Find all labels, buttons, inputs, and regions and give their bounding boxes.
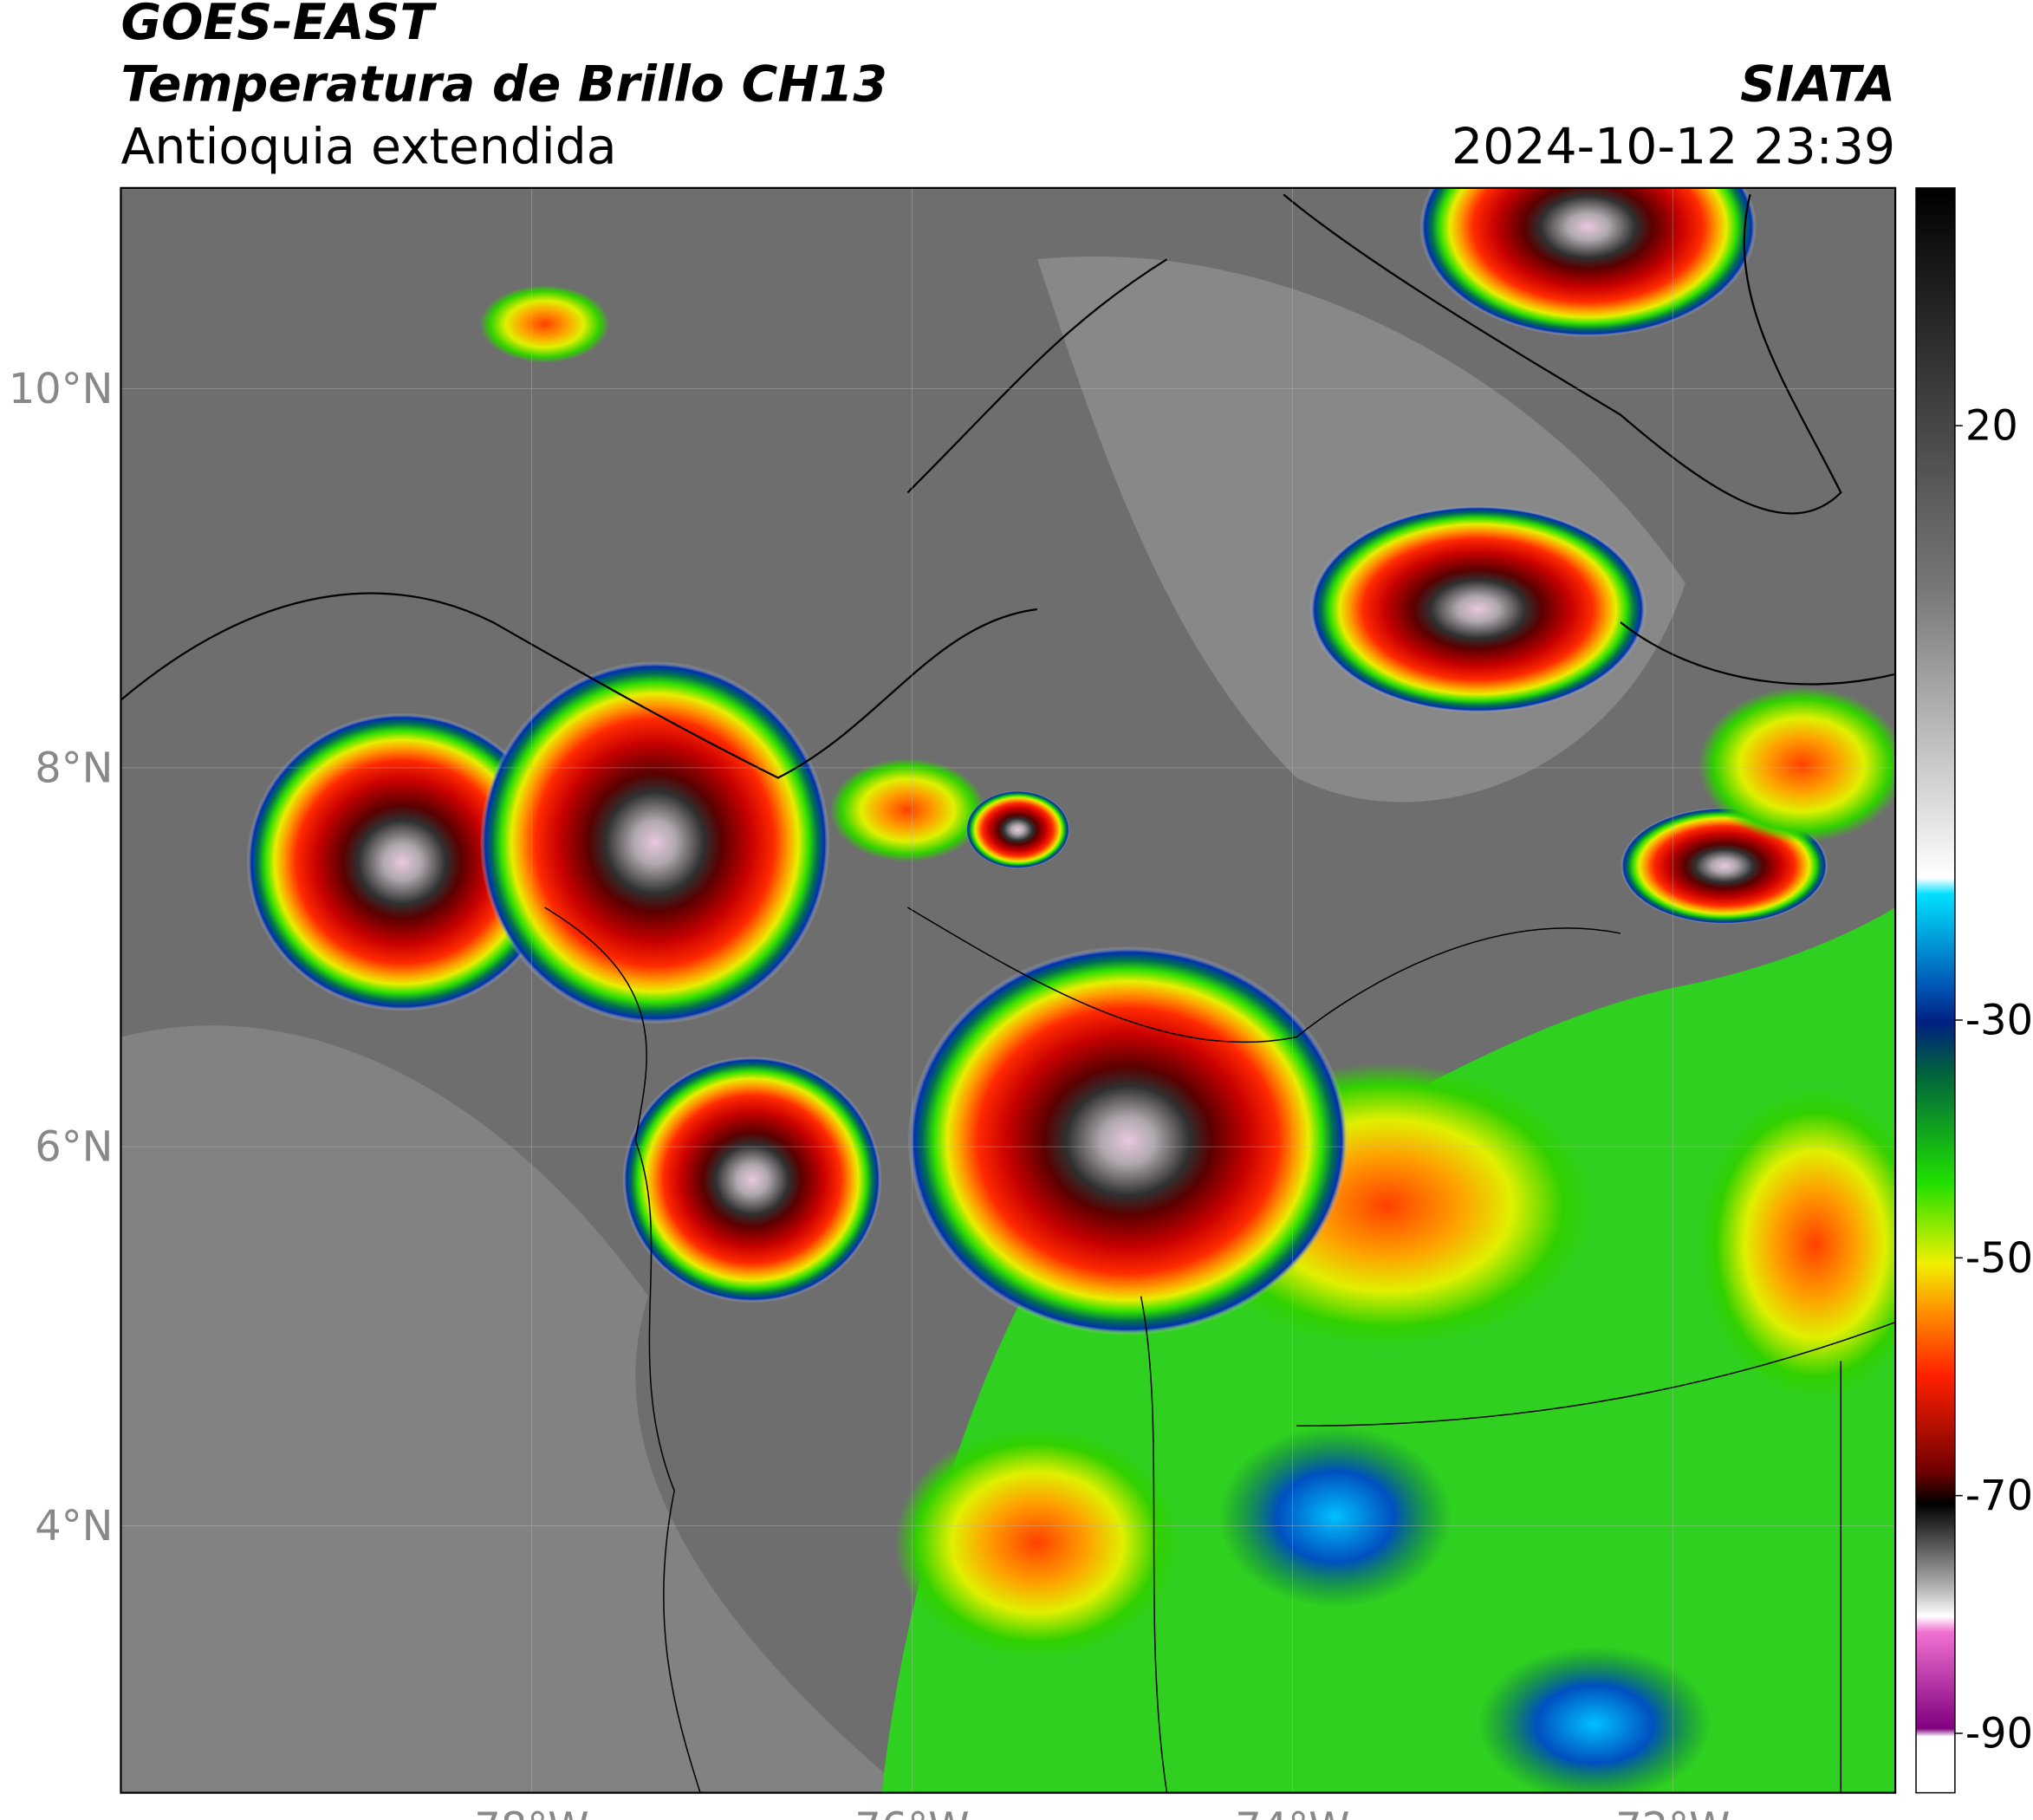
coastline <box>120 193 1896 779</box>
cloud <box>120 1025 908 1793</box>
colorbar-tick-label: -90 <box>1965 1710 2033 1758</box>
storm <box>246 712 558 1011</box>
colorbar-tick-label: -30 <box>1965 997 2033 1044</box>
storm <box>622 1056 882 1303</box>
colorbar <box>1915 187 1956 1794</box>
datetime: 2024-10-12 23:39 <box>1452 118 1895 175</box>
storm <box>829 758 986 862</box>
storm <box>479 660 830 1024</box>
colorbar-tick-label: -50 <box>1965 1235 2033 1283</box>
storm <box>1309 505 1647 713</box>
storm <box>479 285 610 363</box>
storm <box>965 790 1070 869</box>
subtitle: Temperatura de Brillo CH13 <box>120 56 887 114</box>
source: SIATA <box>1740 56 1895 114</box>
rain-core <box>894 1426 1180 1660</box>
border <box>544 907 1896 1793</box>
title: GOES-EAST <box>120 0 437 51</box>
lat-tick-label: 4°N <box>35 1503 113 1550</box>
lon-tick-label: 72°W <box>1615 1804 1730 1820</box>
lat-tick-label: 10°N <box>9 366 114 413</box>
cold-area <box>1478 1646 1711 1793</box>
lon-tick-label: 74°W <box>1235 1804 1349 1820</box>
region: Antioquia extendida <box>120 118 616 175</box>
grid <box>120 187 1896 1793</box>
lon-tick-label: 76°W <box>854 1804 969 1820</box>
storm <box>907 946 1348 1336</box>
colorbar-tick-label: -70 <box>1965 1472 2033 1520</box>
imagery <box>120 187 1896 1793</box>
lat-tick-label: 6°N <box>35 1124 113 1172</box>
colorbar-tick-label: 20 <box>1965 403 2018 451</box>
map-frame <box>120 186 1897 1794</box>
storm <box>1419 187 1757 337</box>
storm <box>1698 686 1896 843</box>
lat-tick-label: 8°N <box>35 744 113 792</box>
lon-tick-label: 78°W <box>474 1804 588 1820</box>
rain-core <box>1698 1089 1896 1401</box>
cold-area <box>1218 1426 1452 1608</box>
